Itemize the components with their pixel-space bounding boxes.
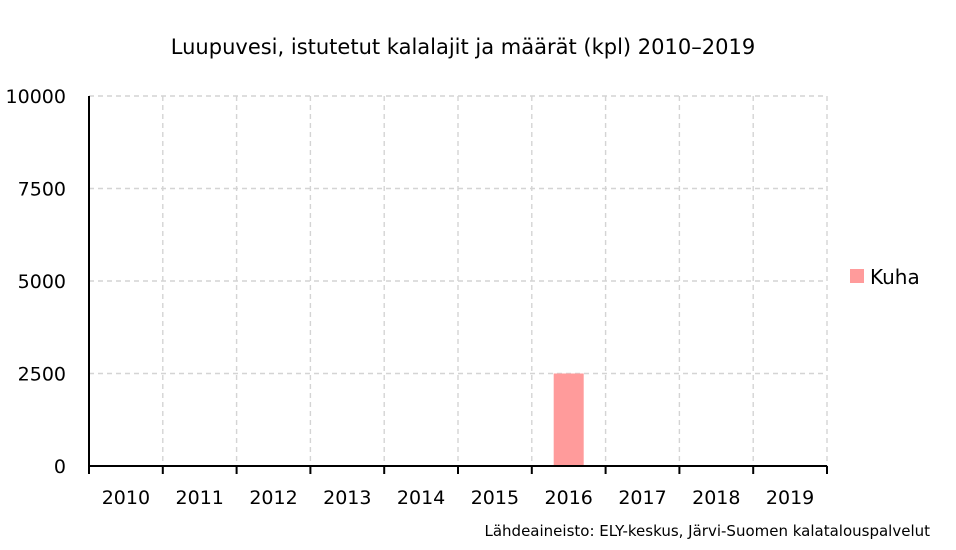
y-axis-ticks: 0 2500 5000 7500 10000 [6,86,66,478]
x-tick-label: 2010 [102,487,150,509]
x-tick-label: 2011 [176,487,224,509]
bar-2016 [553,373,584,466]
y-tick-label: 10000 [6,86,66,108]
bars [553,373,584,466]
legend-swatch [850,269,864,283]
y-tick-label: 2500 [18,364,66,386]
grid [89,95,828,466]
x-tick-label: 2016 [545,487,593,509]
legend: Kuha [850,265,920,289]
y-tick-label: 0 [54,456,66,478]
x-tick-label: 2013 [323,487,371,509]
x-axis-ticks: 2010 2011 2012 2013 2014 2015 2016 2017 2018 2019 [102,487,815,509]
x-tick-label: 2012 [249,487,297,509]
y-tick-label: 7500 [18,179,66,201]
x-tick-label: 2017 [618,487,666,509]
x-tick-label: 2018 [692,487,740,509]
x-tick-label: 2019 [766,487,814,509]
y-tick-label: 5000 [18,271,66,293]
x-tick-label: 2015 [471,487,519,509]
axes [88,96,828,474]
legend-label: Kuha [870,265,920,289]
source-note: Lähdeaineisto: ELY-keskus, Järvi-Suomen … [485,522,931,540]
chart-title: Luupuvesi, istutetut kalalajit ja määrät… [171,35,755,59]
x-tick-label: 2014 [397,487,445,509]
